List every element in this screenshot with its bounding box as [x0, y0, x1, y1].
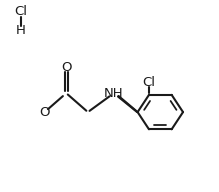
- Text: O: O: [39, 106, 50, 119]
- Text: NH: NH: [104, 87, 124, 100]
- Text: Cl: Cl: [14, 5, 27, 18]
- Text: Cl: Cl: [143, 76, 155, 89]
- Text: O: O: [61, 61, 72, 74]
- Text: H: H: [16, 24, 26, 37]
